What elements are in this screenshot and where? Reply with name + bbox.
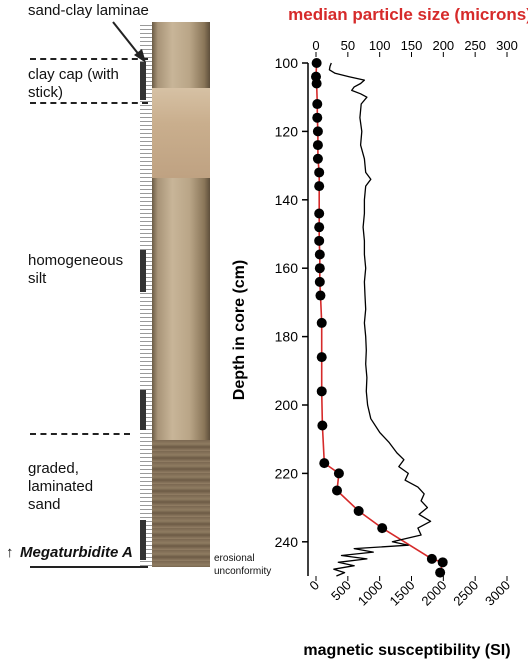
particle-size-point	[314, 276, 325, 287]
y-axis-title: Depth in core (cm)	[231, 260, 248, 400]
particle-size-point	[435, 567, 446, 578]
particle-size-point	[312, 112, 323, 123]
particle-size-point	[312, 126, 323, 137]
dashed-boundary	[30, 58, 148, 60]
y-tick-label: 100	[275, 55, 299, 71]
top-tick-label: 300	[496, 38, 518, 53]
particle-size-point	[426, 553, 437, 564]
megaturbidite-base-line	[30, 566, 148, 568]
particle-size-point	[311, 58, 322, 68]
homogeneous-silt-label: homogeneous silt	[28, 252, 124, 287]
top-tick-label: 50	[341, 38, 355, 53]
ruler-dark-segment	[140, 390, 146, 430]
particle-size-point	[316, 386, 327, 397]
graded-sand-section	[152, 440, 210, 567]
y-tick-label: 200	[275, 397, 299, 413]
y-tick-label: 120	[275, 123, 299, 139]
particle-size-point	[314, 181, 325, 192]
magnetic-susceptibility-line	[328, 62, 432, 577]
dashed-boundary	[30, 433, 130, 435]
megaturbidite-arrow-icon: ↑	[6, 544, 14, 561]
sand-clay-laminae-label: sand-clay laminae	[28, 2, 149, 19]
particle-size-point	[319, 458, 330, 469]
top-axis-title: median particle size (microns)	[288, 5, 528, 24]
ruler-dark-segment	[140, 520, 146, 560]
y-tick-label: 220	[275, 465, 299, 481]
particle-size-point	[314, 235, 325, 246]
particle-size-point	[314, 208, 325, 219]
clay-cap-section	[152, 88, 210, 178]
particle-size-point	[312, 153, 323, 164]
particle-size-point	[315, 290, 326, 301]
clay-cap-label: clay cap (with stick)	[28, 66, 119, 101]
particle-size-point	[314, 167, 325, 178]
graded-sand-label: graded, laminated sand	[28, 460, 94, 513]
bottom-tick-label: 500	[328, 578, 354, 604]
top-tick-label: 150	[401, 38, 423, 53]
bottom-tick-label: 2500	[450, 578, 481, 609]
particle-size-point	[312, 140, 323, 151]
y-tick-label: 160	[275, 260, 299, 276]
particle-size-point	[312, 99, 323, 110]
particle-size-point	[377, 523, 388, 534]
bottom-tick-label: 0	[306, 578, 322, 594]
y-tick-label: 240	[275, 534, 299, 550]
bottom-tick-label: 3000	[482, 578, 513, 609]
top-tick-label: 250	[464, 38, 486, 53]
particle-size-point	[314, 249, 325, 260]
particle-size-point	[317, 420, 328, 431]
bottom-tick-label: 1000	[355, 578, 386, 609]
particle-size-point	[314, 222, 325, 233]
particle-size-point	[353, 506, 364, 517]
y-tick-label: 180	[275, 329, 299, 345]
particle-size-point	[316, 352, 327, 363]
ruler-dark-segment	[140, 62, 146, 100]
megaturbidite-label: Megaturbidite A	[20, 544, 133, 561]
particle-size-point	[437, 557, 448, 568]
particle-size-point	[333, 468, 344, 479]
plot-area: 100 120 140 160 180 200 220 240 0 50 100 150 200 250 3…	[275, 38, 518, 609]
bottom-tick-label: 1500	[387, 578, 418, 609]
bottom-tick-label: 2000	[418, 578, 449, 609]
particle-size-point	[316, 317, 327, 328]
particle-size-point	[311, 78, 322, 89]
dashed-boundary	[30, 102, 148, 104]
particle-size-point	[314, 263, 325, 274]
y-tick-label: 140	[275, 192, 299, 208]
ruler-dark-segment	[140, 250, 146, 292]
erosional-unconformity-label: erosional unconformity	[214, 553, 272, 577]
top-tick-label: 100	[369, 38, 391, 53]
top-tick-label: 0	[312, 38, 319, 53]
bottom-axis-title: magnetic susceptibility (SI)	[303, 642, 510, 659]
top-tick-label: 200	[432, 38, 454, 53]
particle-size-point	[332, 485, 343, 496]
